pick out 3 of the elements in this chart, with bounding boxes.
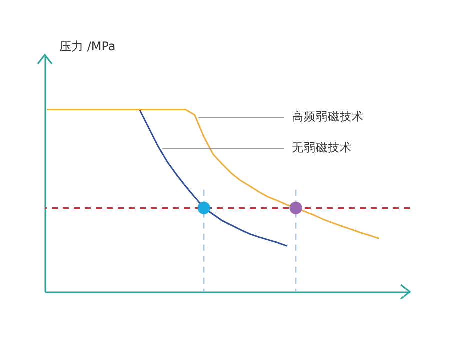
annotation: 高频弱磁技术	[292, 110, 364, 124]
annotation: 无弱磁技术	[292, 140, 352, 155]
y-axis-title: 压力 /MPa	[60, 40, 116, 54]
